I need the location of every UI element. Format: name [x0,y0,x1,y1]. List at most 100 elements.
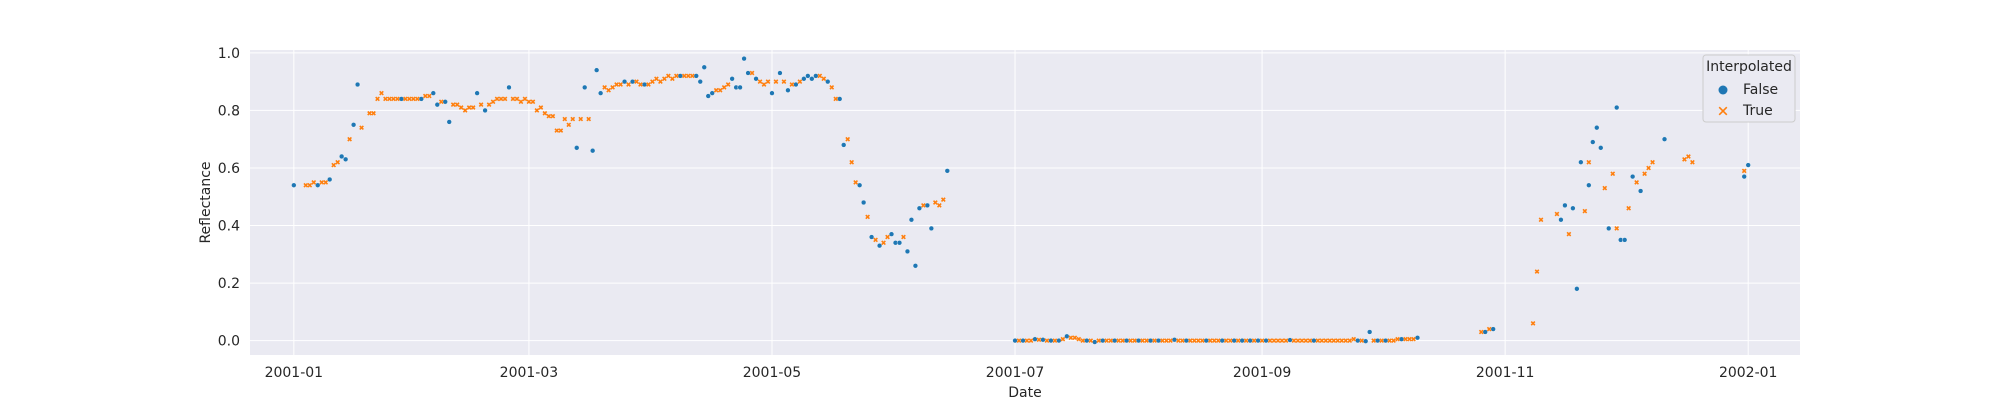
point-false [841,142,847,148]
point-true [1530,320,1536,326]
point-true [1602,185,1608,191]
point-true [833,96,839,102]
point-true [901,234,906,240]
point-true [502,96,508,102]
point-true [1534,269,1540,274]
point-true [1176,338,1181,343]
y-axis-ticks: 0.0 0.2 0.4 0.6 0.8 1.0 [218,46,240,350]
data-points [291,56,1751,345]
point-false [1203,338,1209,344]
point-true [618,82,623,87]
point-true [1120,338,1125,343]
point-true [829,85,835,90]
point-false [1084,338,1090,344]
point-true [403,96,408,102]
point-false [785,87,791,93]
point-false [582,84,588,91]
point-true [1741,168,1747,174]
point-true [335,159,341,165]
point-true [881,240,886,246]
point-true [1060,336,1066,342]
point-false [1048,338,1054,344]
point-true [717,87,723,93]
point-true [1403,336,1408,342]
plot-background [250,50,1800,355]
x-tick-label: 2002-01 [1719,365,1778,381]
point-false [1614,104,1620,111]
point-false [741,56,747,62]
point-true [383,96,388,102]
point-true [518,99,524,105]
point-true [773,79,779,85]
point-true [1096,338,1102,343]
y-tick-label: 0.4 [218,219,240,235]
point-true [1339,338,1345,343]
point-true [319,179,325,185]
point-false [430,90,436,96]
point-true [490,99,496,105]
legend-box [1702,54,1796,123]
point-true [514,96,520,102]
point-true [797,79,803,85]
point-true [1283,338,1289,343]
point-true [1207,338,1213,343]
point-true [650,79,655,85]
point-true [1642,171,1647,177]
point-false [315,182,321,188]
point-true [450,102,456,108]
point-true [721,85,727,90]
point-false [1562,202,1568,208]
point-false [1012,338,1018,344]
point-true [757,79,763,85]
point-true [1614,226,1620,231]
point-true [1291,338,1297,343]
point-false [1558,217,1564,223]
point-false [837,96,843,102]
point-true [1140,338,1145,343]
point-true [689,73,695,79]
point-true [526,99,532,105]
point-true [1686,154,1691,159]
point-true [546,113,552,119]
point-true [885,234,890,240]
point-false [590,148,596,154]
point-false [350,122,357,128]
x-tick-label: 2001-11 [1476,365,1535,381]
point-true [673,73,679,79]
point-true [438,99,444,105]
point-true [1634,179,1639,185]
point-true [1271,338,1277,343]
point-false [861,199,867,206]
point-true [1395,336,1400,342]
point-true [1072,335,1078,341]
point-true [1690,159,1695,165]
point-false [1355,338,1361,344]
point-false [629,79,636,85]
point-true [1168,338,1173,343]
point-true [685,73,691,79]
point-true [1116,338,1122,343]
point-true [602,85,607,90]
point-true [1028,338,1034,343]
point-true [1128,338,1133,343]
point-true [1223,338,1229,343]
point-true [522,96,528,102]
point-true [658,79,663,85]
legend-marker-false [1718,85,1728,95]
point-false [1056,338,1062,344]
point-true [646,82,651,87]
point-true [554,128,560,133]
point-true [749,70,755,76]
point-true [570,116,576,122]
point-true [1486,326,1492,332]
point-false [701,64,707,70]
point-true [1347,338,1353,343]
legend-label-true: True [1742,103,1773,119]
point-true [1132,338,1137,343]
point-true [562,116,568,122]
point-true [1088,338,1094,343]
point-true [395,96,400,102]
point-false [813,73,819,79]
point-true [470,105,476,110]
point-true [662,76,667,82]
